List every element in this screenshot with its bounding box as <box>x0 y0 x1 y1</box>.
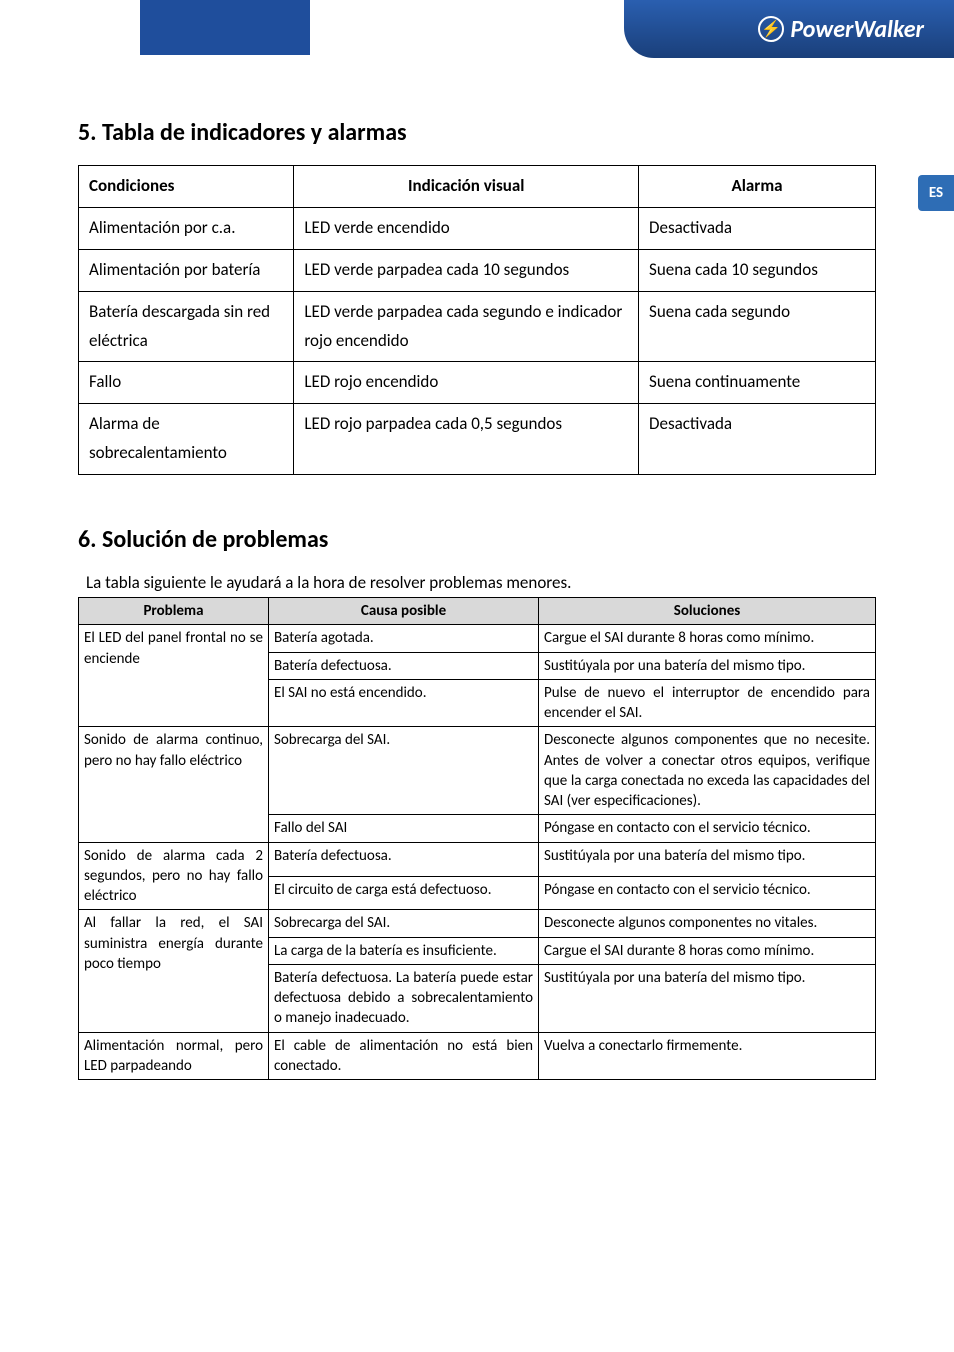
cause-cell: Fallo del SAI <box>269 815 539 842</box>
cause-cell: Batería defectuosa. <box>269 842 539 876</box>
solution-cell: Cargue el SAI durante 8 horas como mínim… <box>539 937 876 964</box>
table-row: Sonido de alarma cada 2 segundos, pero n… <box>79 842 876 876</box>
cell: LED verde parpadea cada 10 segundos <box>294 249 639 291</box>
cell: Fallo <box>79 362 294 404</box>
language-badge-text: ES <box>929 184 943 202</box>
cell: Alimentación por c.a. <box>79 207 294 249</box>
table-row: Al fallar la red, el SAI suministra ener… <box>79 910 876 937</box>
cause-cell: Batería defectuosa. La batería puede est… <box>269 964 539 1032</box>
solution-cell: Póngase en contacto con el servicio técn… <box>539 815 876 842</box>
cell: LED verde parpadea cada segundo e indica… <box>294 291 639 362</box>
table-row: El LED del panel frontal no se enciende … <box>79 625 876 652</box>
page-content: 5. Tabla de indicadores y alarmas Condic… <box>0 58 954 1120</box>
table-row: Sonido de alarma continuo, pero no hay f… <box>79 727 876 815</box>
solution-cell: Sustitúyala por una batería del mismo ti… <box>539 652 876 679</box>
cell: LED rojo encendido <box>294 362 639 404</box>
cell: LED rojo parpadea cada 0,5 segundos <box>294 404 639 475</box>
cause-cell: Batería agotada. <box>269 625 539 652</box>
cause-cell: El SAI no está encendido. <box>269 679 539 727</box>
cause-cell: Sobrecarga del SAI. <box>269 910 539 937</box>
indicators-table: Condiciones Indicación visual Alarma Ali… <box>78 165 876 475</box>
cell: Batería descargada sin red eléctrica <box>79 291 294 362</box>
cause-cell: El circuito de carga está defectuoso. <box>269 876 539 910</box>
cause-cell: El cable de alimentación no está bien co… <box>269 1032 539 1080</box>
solution-cell: Desconecte algunos componentes que no ne… <box>539 727 876 815</box>
brand-text: PowerWalker <box>790 15 924 44</box>
solution-cell: Sustitúyala por una batería del mismo ti… <box>539 842 876 876</box>
solution-cell: Cargue el SAI durante 8 horas como mínim… <box>539 625 876 652</box>
table-row: Alarma de sobrecalentamiento LED rojo pa… <box>79 404 876 475</box>
solution-cell: Vuelva a conectarlo firmemente. <box>539 1032 876 1080</box>
table-row: Batería descargada sin red eléctrica LED… <box>79 291 876 362</box>
problem-cell: Alimentación normal, pero LED parpadeand… <box>79 1032 269 1080</box>
cell: Alarma de sobrecalentamiento <box>79 404 294 475</box>
brand-band: ⚡ PowerWalker <box>624 0 954 58</box>
troubleshooting-table: Problema Causa posible Soluciones El LED… <box>78 597 876 1080</box>
table-row: Fallo LED rojo encendido Suena continuam… <box>79 362 876 404</box>
cell: Suena cada 10 segundos <box>639 249 876 291</box>
solution-cell: Sustitúyala por una batería del mismo ti… <box>539 964 876 1032</box>
solution-cell: Desconecte algunos componentes no vitale… <box>539 910 876 937</box>
bolt-icon: ⚡ <box>758 16 784 42</box>
language-badge: ES <box>918 175 954 211</box>
t1-header-visual: Indicación visual <box>294 166 639 208</box>
problem-cell: Al fallar la red, el SAI suministra ener… <box>79 910 269 1032</box>
table-row: Alimentación normal, pero LED parpadeand… <box>79 1032 876 1080</box>
cell: Alimentación por batería <box>79 249 294 291</box>
header-bar: ⚡ PowerWalker <box>0 0 954 58</box>
cell: Desactivada <box>639 404 876 475</box>
cause-cell: Batería defectuosa. <box>269 652 539 679</box>
blue-tab <box>140 0 310 55</box>
section6-intro: La tabla siguiente le ayudará a la hora … <box>78 572 876 593</box>
t2-header-cause: Causa posible <box>269 598 539 625</box>
section6-title: 6. Solución de problemas <box>78 525 876 554</box>
t2-header-solution: Soluciones <box>539 598 876 625</box>
t2-header-problem: Problema <box>79 598 269 625</box>
cause-cell: La carga de la batería es insuficiente. <box>269 937 539 964</box>
cell: Desactivada <box>639 207 876 249</box>
problem-cell: Sonido de alarma cada 2 segundos, pero n… <box>79 842 269 910</box>
table-row: Alimentación por c.a. LED verde encendid… <box>79 207 876 249</box>
t1-header-alarm: Alarma <box>639 166 876 208</box>
problem-cell: Sonido de alarma continuo, pero no hay f… <box>79 727 269 842</box>
cell: LED verde encendido <box>294 207 639 249</box>
cell: Suena cada segundo <box>639 291 876 362</box>
t1-header-cond: Condiciones <box>79 166 294 208</box>
cell: Suena continuamente <box>639 362 876 404</box>
section5-title: 5. Tabla de indicadores y alarmas <box>78 118 876 147</box>
solution-cell: Pulse de nuevo el interruptor de encendi… <box>539 679 876 727</box>
problem-cell: El LED del panel frontal no se enciende <box>79 625 269 727</box>
solution-cell: Póngase en contacto con el servicio técn… <box>539 876 876 910</box>
cause-cell: Sobrecarga del SAI. <box>269 727 539 815</box>
table-row: Alimentación por batería LED verde parpa… <box>79 249 876 291</box>
